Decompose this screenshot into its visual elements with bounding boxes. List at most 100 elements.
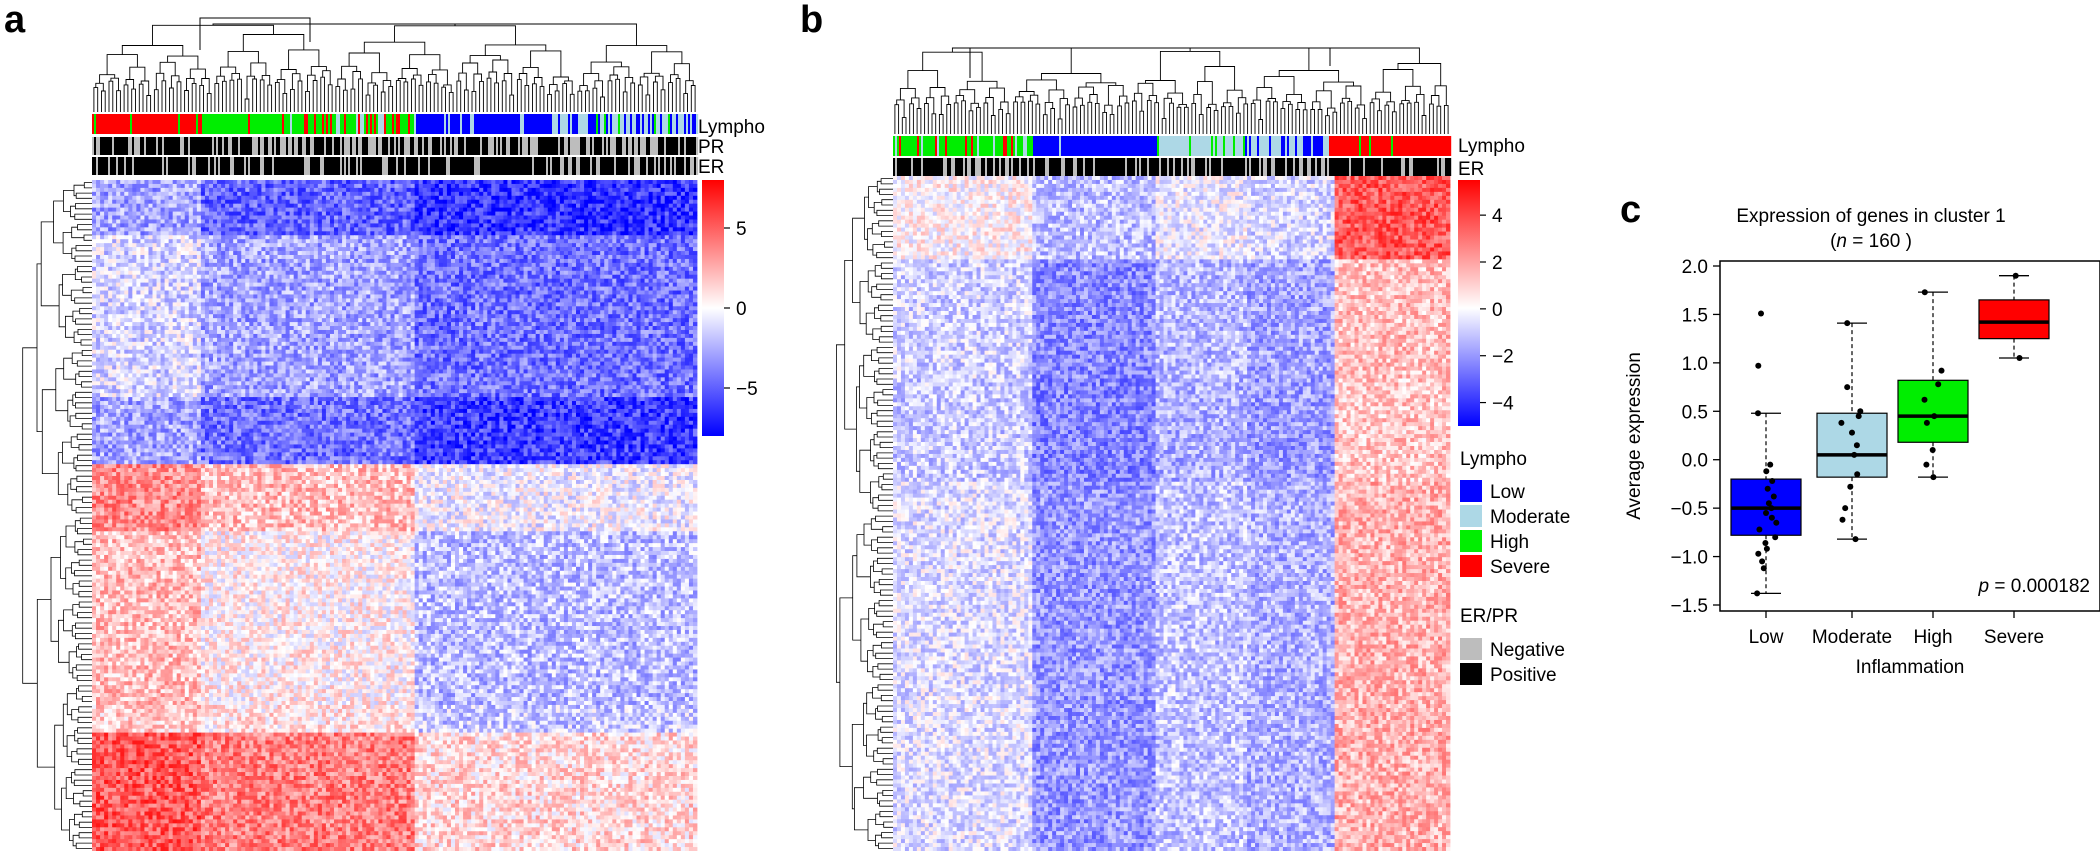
legend-label-severe: Severe <box>1490 557 1550 578</box>
dendrogram-root <box>200 18 310 50</box>
dendrogram-root <box>970 48 1330 78</box>
heatmap-b-track-label-er: ER <box>1458 159 1484 180</box>
data-point <box>1854 471 1860 477</box>
y-tick-label: 2.0 <box>1682 257 1708 278</box>
chart-pvalue-p: p <box>1978 576 1990 597</box>
data-point <box>1844 384 1850 390</box>
box-body <box>1898 380 1968 442</box>
heatmap-a-track-label-er: ER <box>698 157 724 178</box>
heatmap-b-track-label-lympho: Lympho <box>1458 136 1525 157</box>
chart-pvalue: p = 0.000182 <box>1978 576 2090 597</box>
y-tick-label: −1.0 <box>1670 548 1708 569</box>
data-point <box>1763 468 1769 474</box>
data-point <box>1922 397 1928 403</box>
panel-c-letter: c <box>1620 189 1641 231</box>
data-point <box>1838 420 1844 426</box>
data-point <box>1773 520 1779 526</box>
legend-swatch-negative <box>1460 638 1482 660</box>
legend-label-positive: Positive <box>1490 665 1557 686</box>
heatmap-a-colorbar-tick-label: 5 <box>736 219 747 240</box>
chart-pvalue-value: = 0.000182 <box>1989 576 2090 597</box>
x-tick-label-high: High <box>1913 627 1952 648</box>
heatmap-b-column-dendrogram <box>895 48 1448 134</box>
data-point <box>2017 355 2023 361</box>
data-point <box>1923 462 1929 468</box>
legend-lympho-title: Lympho <box>1460 449 1527 470</box>
data-point <box>1840 517 1846 523</box>
heatmap-a-colorbar-ticks: 5 0 −5 <box>724 219 758 400</box>
heatmap-b-colorbar-tick-label: −4 <box>1492 394 1514 415</box>
data-point <box>1924 420 1930 426</box>
heatmap-a <box>92 180 697 851</box>
y-tick-label: 0.5 <box>1682 402 1708 423</box>
chart-y-axis-label: Average expression <box>1624 352 1645 520</box>
chart-subtitle: (n = 160 ) <box>1830 231 1912 252</box>
data-point <box>1769 515 1775 521</box>
legend-swatch-moderate <box>1460 505 1482 527</box>
data-point <box>1772 534 1778 540</box>
data-point <box>1762 540 1768 546</box>
data-point <box>1761 565 1767 571</box>
heatmap-a-colorbar-tick-label: 0 <box>736 299 747 320</box>
track-lympho <box>92 114 698 134</box>
data-point <box>1764 546 1770 552</box>
dendrogram-branches <box>23 183 92 849</box>
heatmap-b <box>893 176 1450 851</box>
heatmap-b-colorbar <box>1458 180 1480 426</box>
dendrogram-branches <box>836 179 893 849</box>
chart-x-axis-label: Inflammation <box>1856 657 1965 678</box>
data-point <box>1842 505 1848 511</box>
panel-a-letter: a <box>4 0 26 41</box>
data-point <box>1769 478 1775 484</box>
data-point <box>1755 551 1761 557</box>
x-tick-label-severe: Severe <box>1984 627 2044 648</box>
legend-label-negative: Negative <box>1490 640 1565 661</box>
heatmap-b-colorbar-ticks: 420−2−4 <box>1480 206 1514 414</box>
track-er <box>92 157 698 175</box>
legend-swatch-low <box>1460 480 1482 502</box>
legend-swatch-positive <box>1460 663 1482 685</box>
data-point <box>1930 447 1936 453</box>
data-point <box>1931 413 1937 419</box>
chart-boxes <box>1731 276 2049 594</box>
heatmap-a-track-label-lympho: Lympho <box>698 117 765 138</box>
track-pr <box>92 137 698 155</box>
data-point <box>1758 311 1764 317</box>
data-point <box>1922 289 1928 295</box>
heatmap-b-colorbar-tick-label: 2 <box>1492 253 1503 274</box>
legend-label-moderate: Moderate <box>1490 507 1570 528</box>
heatmap-a-annotation-tracks <box>92 114 698 175</box>
data-point <box>2013 273 2019 279</box>
data-point <box>1767 462 1773 468</box>
x-tick-label-moderate: Moderate <box>1812 627 1892 648</box>
data-point <box>1754 590 1760 596</box>
chart-title: Expression of genes in cluster 1 <box>1736 206 2005 227</box>
heatmap-a-track-label-pr: PR <box>698 137 724 158</box>
data-point <box>1851 452 1857 458</box>
heatmap-b-colorbar-tick-label: −2 <box>1492 347 1514 368</box>
legend-label-high: High <box>1490 532 1529 553</box>
dendrogram-branches <box>895 48 1448 134</box>
data-point <box>1755 363 1761 369</box>
data-point <box>1771 494 1777 500</box>
heatmap-b-row-dendrogram <box>836 179 893 849</box>
chart-y-axis: −1.5−1.0−0.50.00.51.01.52.0 <box>1670 257 1720 617</box>
y-tick-label: 1.0 <box>1682 354 1708 375</box>
data-point <box>1853 536 1859 542</box>
legend-label-low: Low <box>1490 482 1525 503</box>
chart-x-axis: Low Moderate High Severe <box>1749 611 2045 648</box>
data-point <box>1935 381 1941 387</box>
legend-swatch-severe <box>1460 555 1482 577</box>
legend-er-pr: Negative Positive <box>1460 638 1565 686</box>
data-point <box>1759 558 1765 564</box>
data-point <box>1930 474 1936 480</box>
chart-subtitle-n: n <box>1836 231 1847 252</box>
data-point <box>1856 413 1862 419</box>
data-point <box>1939 368 1945 374</box>
heatmap-a-colorbar-tick-label: −5 <box>736 379 758 400</box>
figure: a Lympho PR ER 50−5 b Lympho ER 420−2−4 … <box>0 0 2100 851</box>
y-tick-label: 0.0 <box>1682 451 1708 472</box>
y-tick-label: −1.5 <box>1670 596 1708 617</box>
panel-b-letter: b <box>800 0 823 41</box>
legend-erpr-title: ER/PR <box>1460 606 1518 627</box>
